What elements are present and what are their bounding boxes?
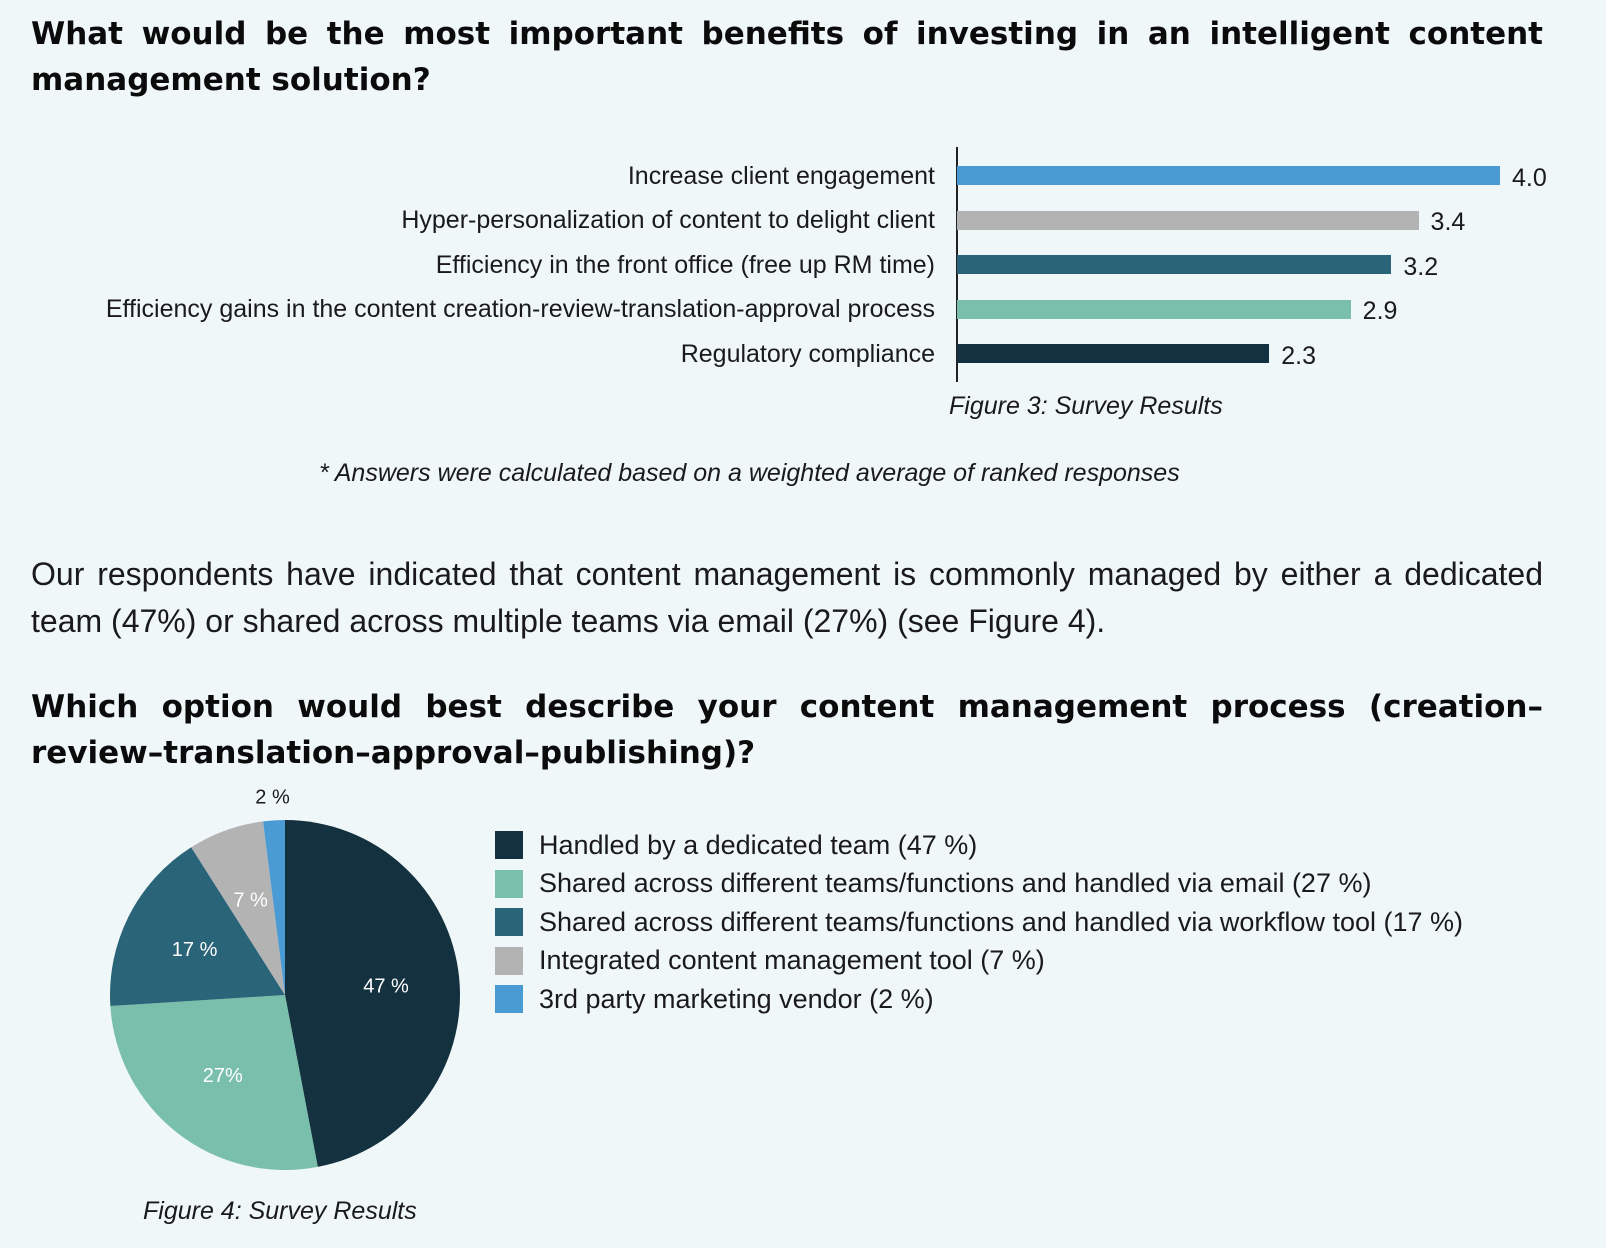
pie-slice [285,820,460,1167]
bar [957,210,1419,230]
bar [957,166,1500,185]
footnote: * Answers were calculated based on a wei… [319,459,1180,487]
pie-slice-label: 2 % [255,786,290,808]
pie-slice-label: 17 % [172,939,218,961]
legend-item: Shared across different teams/functions … [495,903,1463,942]
figure-4-caption: Figure 4: Survey Results [143,1197,417,1225]
legend-item: Handled by a dedicated team (47 %) [495,826,1463,865]
content-process-pie-chart: 47 % 27% 17 % 7 % 2 % [110,786,460,1170]
legend-item: Shared across different teams/functions … [495,865,1463,904]
legend-label: Shared across different teams/functions … [539,906,1463,937]
pie-slice [110,847,285,1006]
bar-label: Efficiency in the front office (free up … [435,250,935,279]
bar-label: Hyper-personalization of content to deli… [401,206,935,234]
question-2-heading: Which option would best describe your co… [31,689,1543,771]
figure-3-caption: Figure 3: Survey Results [949,392,1223,420]
bar-label: Efficiency gains in the content creation… [105,295,935,323]
bar-label: Increase client engagement [627,161,935,190]
bar-value-label: 3.4 [1430,208,1466,236]
bar [957,299,1351,319]
bar-value-label: 3.2 [1403,252,1439,281]
legend-swatch [495,908,523,937]
pie-slice-label: 7 % [233,890,268,912]
legend-label: Integrated content management tool (7 %) [539,945,1045,976]
legend-swatch [495,985,523,1014]
legend-item: Integrated content management tool (7 %) [495,942,1463,981]
bar-label: Regulatory compliance [680,339,935,368]
pie-legend: Handled by a dedicated team (47 %) Shared… [495,826,1463,1019]
pie-slice [263,820,285,995]
legend-item: 3rd party marketing vendor (2 %) [495,980,1463,1019]
pie-slice [191,821,285,995]
legend-swatch [495,946,523,975]
legend-label: Handled by a dedicated team (47 %) [539,829,978,860]
body-paragraph: Our respondents have indicated that cont… [31,556,1543,639]
legend-swatch [495,869,523,898]
legend-label: 3rd party marketing vendor (2 %) [539,983,934,1014]
legend-label: Shared across different teams/functions … [539,868,1372,899]
pie-slice-label: 27% [203,1065,243,1087]
bar-value-label: 2.9 [1362,297,1398,325]
bar-value-label: 2.3 [1281,341,1316,370]
bar [957,344,1270,363]
pie-slice-label: 47 % [363,975,409,997]
legend-swatch [495,831,523,860]
question-1-heading: What would be the most important benefit… [31,16,1543,98]
bar [957,255,1392,274]
bar-value-label: 4.0 [1512,163,1547,192]
pie-slice [110,995,318,1170]
